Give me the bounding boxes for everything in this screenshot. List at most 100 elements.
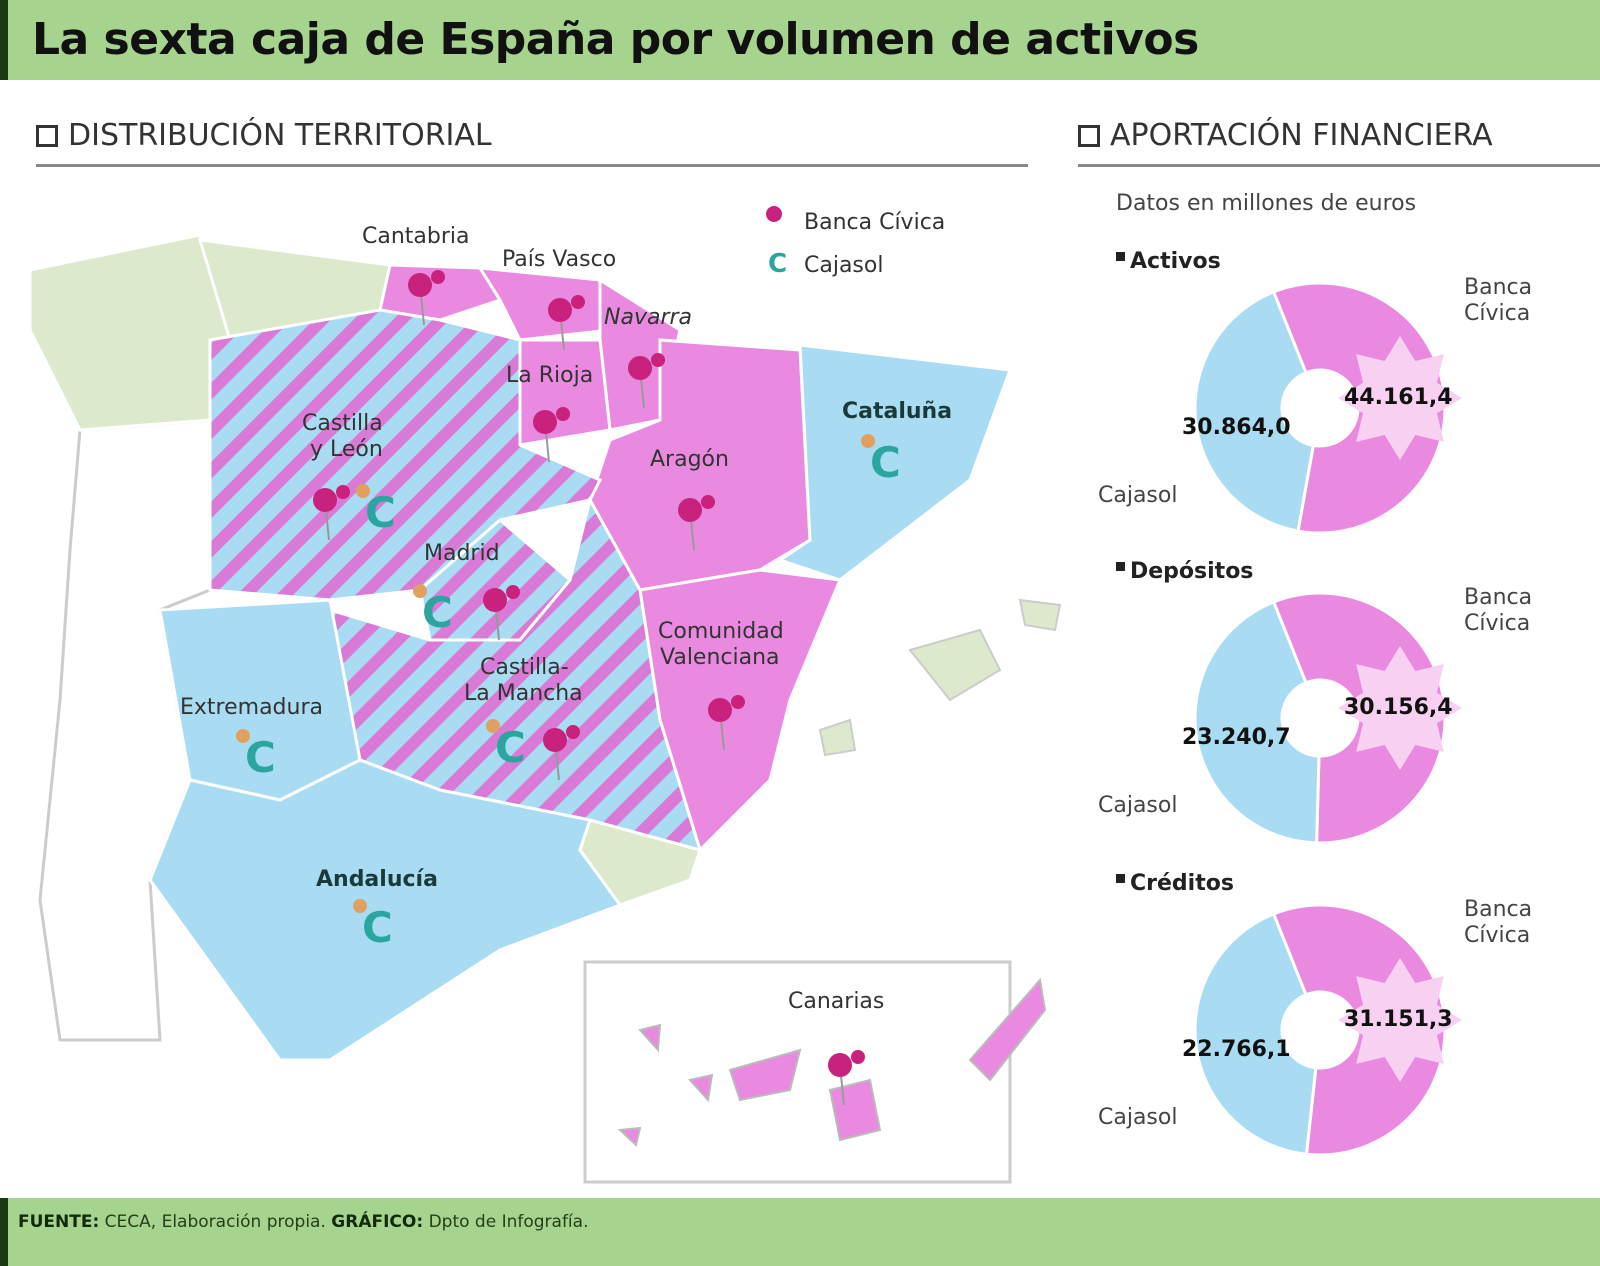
divider	[36, 164, 1028, 167]
region-pais-vasco	[477, 266, 612, 342]
slice-cajasol	[1193, 289, 1316, 533]
label-andalucia: Andalucía	[316, 867, 438, 892]
legend-cajasol: Cajasol	[804, 253, 883, 278]
page-title: La sexta caja de España por volumen de a…	[32, 14, 1199, 65]
banca-civica-pin-icon	[678, 495, 715, 551]
source-label: FUENTE:	[18, 1212, 100, 1232]
label-civica: Cívica	[1464, 611, 1530, 636]
region-galicia	[28, 233, 232, 432]
divider	[1078, 164, 1600, 167]
banca-civica-pin-icon	[408, 270, 445, 326]
label-clm-2: La Mancha	[464, 681, 583, 706]
section-title: DISTRIBUCIÓN TERRITORIAL	[68, 118, 492, 153]
label-extremadura: Extremadura	[180, 695, 323, 720]
label-banca: Banca	[1464, 897, 1532, 922]
banca-civica-pin-icon	[313, 485, 350, 541]
value-banca-civica: 31.151,3	[1344, 1007, 1453, 1032]
cajasol-c-icon: C	[353, 899, 393, 952]
label-banca: Banca	[1464, 585, 1532, 610]
value-cajasol: 30.864,0	[1182, 415, 1291, 440]
donut-title: Créditos	[1130, 871, 1234, 896]
source-text: CECA, Elaboración propia.	[104, 1212, 326, 1232]
label-civica: Cívica	[1464, 923, 1530, 948]
section-header-distribucion: DISTRIBUCIÓN TERRITORIAL	[36, 118, 492, 153]
label-civica: Cívica	[1464, 301, 1530, 326]
cajasol-c-icon: C	[356, 484, 396, 537]
label-cajasol: Cajasol	[1098, 483, 1177, 508]
slice-cajasol	[1193, 911, 1318, 1156]
label-navarra: Navarra	[604, 305, 692, 330]
banca-civica-pin-icon	[708, 695, 745, 751]
label-madrid: Madrid	[424, 541, 500, 566]
svg-text:C: C	[870, 438, 901, 487]
label-cataluna: Cataluña	[842, 399, 952, 424]
label-cajasol: Cajasol	[1098, 1105, 1177, 1130]
cajasol-c-icon: C	[861, 434, 901, 487]
chart-subtitle: Datos en millones de euros	[1116, 191, 1416, 216]
banca-civica-pin-icon	[533, 407, 570, 463]
label-valencia-1: Comunidad	[658, 619, 784, 644]
label-castilla-leon-1: Castilla	[302, 411, 383, 436]
region-castilla-leon	[208, 308, 603, 602]
svg-text:C: C	[495, 723, 526, 772]
donut-title: Depósitos	[1130, 559, 1253, 584]
label-valencia-2: Valenciana	[660, 645, 780, 670]
cajasol-c-icon: C	[236, 729, 276, 782]
map-labels: Cantabria País Vasco Navarra La Rioja Ca…	[180, 224, 952, 1014]
svg-text:C: C	[365, 488, 396, 537]
value-banca-civica: 30.156,4	[1344, 695, 1453, 720]
label-la-rioja: La Rioja	[506, 363, 593, 388]
cajasol-c-icon: C	[413, 584, 453, 637]
title-bar: La sexta caja de España por volumen de a…	[0, 0, 1600, 80]
value-cajasol: 23.240,7	[1182, 725, 1291, 750]
label-castilla-leon-2: y León	[310, 437, 383, 462]
svg-text:C: C	[422, 588, 453, 637]
map-legend: Banca Cívica C Cajasol	[766, 206, 945, 279]
label-aragon: Aragón	[650, 447, 729, 472]
burst-highlight	[1338, 336, 1462, 460]
burst-highlight	[1338, 646, 1462, 770]
slice-cajasol	[1193, 599, 1321, 845]
svg-text:C: C	[245, 733, 276, 782]
graphic-text: Dpto de Infografía.	[428, 1212, 589, 1232]
footer: FUENTE: CECA, Elaboración propia. GRÁFIC…	[0, 1198, 1600, 1266]
label-canarias: Canarias	[788, 989, 884, 1014]
region-canarias	[617, 977, 1047, 1147]
label-clm-1: Castilla-	[480, 655, 569, 680]
svg-text:C: C	[362, 903, 393, 952]
label-banca: Banca	[1464, 275, 1532, 300]
donut-charts: Activos44.161,430.864,0BancaCívicaCajaso…	[1098, 249, 1532, 1157]
label-cajasol: Cajasol	[1098, 793, 1177, 818]
banca-civica-pin-icon	[483, 585, 520, 641]
label-cantabria: Cantabria	[362, 224, 470, 249]
banca-civica-pin-icon	[543, 725, 580, 781]
square-icon	[1078, 124, 1100, 147]
value-cajasol: 22.766,1	[1182, 1037, 1291, 1062]
bullet-icon	[1116, 562, 1125, 571]
section-header-aportacion: APORTACIÓN FINANCIERA	[1078, 118, 1493, 153]
region-andalucia	[148, 758, 623, 1062]
pins-layer: C C C C C C	[236, 270, 901, 1106]
square-icon	[36, 124, 58, 147]
region-la-rioja	[518, 338, 612, 447]
bullet-icon	[1116, 874, 1125, 883]
burst-highlight	[1338, 958, 1462, 1082]
banca-civica-pin-icon	[766, 206, 782, 222]
banca-civica-pin-icon	[828, 1050, 865, 1106]
cajasol-c-icon: C	[486, 719, 526, 772]
banca-civica-pin-icon	[548, 295, 585, 351]
banca-civica-pin-icon	[628, 353, 665, 409]
canarias-inset	[583, 960, 1012, 1184]
bullet-icon	[1116, 252, 1125, 261]
donut-title: Activos	[1130, 249, 1221, 274]
cajasol-c-icon: C	[768, 249, 787, 279]
section-title: APORTACIÓN FINANCIERA	[1110, 118, 1493, 153]
label-pais-vasco: País Vasco	[502, 247, 616, 272]
legend-banca-civica: Banca Cívica	[804, 210, 945, 235]
spain-map: C C C C C C	[28, 233, 1062, 1184]
graphic-label: GRÁFICO:	[331, 1212, 424, 1232]
